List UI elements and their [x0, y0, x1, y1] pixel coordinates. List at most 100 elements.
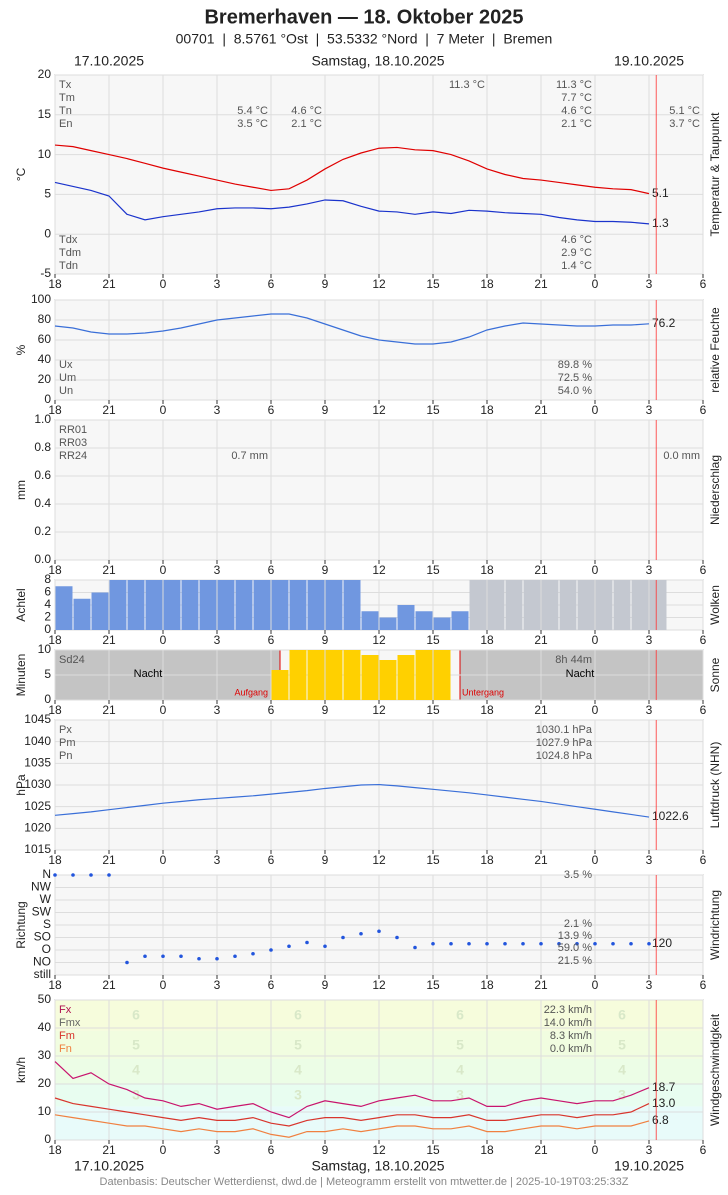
bar	[379, 660, 397, 700]
x-tick-label: 6	[268, 277, 275, 291]
point	[467, 941, 471, 946]
bar	[649, 580, 667, 630]
x-tick-label: 21	[102, 633, 116, 647]
x-tick-label: 3	[646, 1143, 653, 1157]
annotation: 1.4 °C	[561, 260, 592, 272]
beaufort-label: 3	[132, 1087, 140, 1103]
bar	[307, 650, 325, 700]
side-label: Sonne	[708, 657, 722, 692]
x-tick-label: 12	[372, 978, 386, 992]
x-tick-label: 0	[160, 978, 167, 992]
y-tick-label: 1020	[24, 821, 51, 835]
point	[395, 935, 399, 940]
x-tick-label: 0	[592, 403, 599, 417]
data-line	[54, 144, 650, 195]
date-left: 17.10.2025	[74, 53, 144, 69]
bar	[163, 580, 181, 630]
y-axis-label: km/h	[14, 1057, 28, 1083]
data-line	[54, 313, 650, 345]
y-tick-label: O	[42, 942, 51, 956]
bar	[91, 592, 109, 630]
data-line	[54, 1114, 650, 1138]
x-tick-label: 21	[102, 403, 116, 417]
x-tick-label: 0	[592, 277, 599, 291]
beaufort-label: 5	[132, 1037, 140, 1053]
y-tick-label: 10	[38, 1104, 52, 1118]
y-tick-label: 0	[44, 1132, 51, 1146]
y-tick-label: -5	[40, 266, 51, 280]
annotation: 13.9 %	[558, 930, 592, 942]
annotation: 3.7 °C	[669, 118, 700, 130]
annotation: 8.3 km/h	[550, 1030, 592, 1042]
y-tick-label: 0	[44, 622, 51, 636]
bar	[397, 655, 415, 700]
point	[287, 944, 291, 949]
x-tick-label: 3	[646, 277, 653, 291]
annotation: Fx	[59, 1004, 72, 1016]
y-axis-label: hPa	[14, 774, 28, 796]
end-label: 13.0	[652, 1096, 676, 1110]
beaufort-label: 6	[456, 1007, 464, 1023]
subtitle: 00701 | 8.5761 °Ost | 53.5332 °Nord | 7 …	[176, 31, 553, 47]
bar	[253, 580, 271, 630]
annotation: Un	[59, 385, 73, 397]
point	[233, 954, 237, 959]
bar	[541, 580, 559, 630]
x-tick-label: 18	[480, 1143, 494, 1157]
bar	[235, 580, 253, 630]
x-tick-label: 6	[700, 563, 707, 577]
annotation: Ux	[59, 359, 73, 371]
x-tick-label: 3	[214, 403, 221, 417]
annotation: 1030.1 hPa	[536, 724, 593, 736]
bar	[397, 605, 415, 630]
x-tick-label: 6	[268, 703, 275, 717]
x-tick-label: 0	[592, 1143, 599, 1157]
x-tick-label: 0	[592, 978, 599, 992]
annotation: 59.0 %	[558, 942, 592, 954]
y-tick-label: 1040	[24, 734, 51, 748]
x-tick-label: 6	[268, 1143, 275, 1157]
bar	[415, 650, 433, 700]
point	[575, 941, 579, 946]
date-right: 19.10.2025	[614, 1158, 684, 1174]
bar	[325, 580, 343, 630]
data-line	[54, 1097, 650, 1127]
y-tick-label: N	[42, 867, 51, 881]
x-tick-label: 6	[268, 978, 275, 992]
annotation: RR01	[59, 424, 87, 436]
side-label: Windgeschwindigkeit	[708, 1013, 722, 1126]
annotation: 7.7 °C	[561, 92, 592, 104]
bar	[433, 617, 451, 630]
annotation: 5.1 °C	[669, 105, 700, 117]
annotation: Um	[59, 372, 76, 384]
beaufort-label: 3	[456, 1087, 464, 1103]
x-tick-label: 15	[426, 978, 440, 992]
bar	[109, 580, 127, 630]
y-tick-label: 1045	[24, 712, 51, 726]
beaufort-label: 6	[294, 1007, 302, 1023]
annotation: 89.8 %	[558, 359, 592, 371]
x-tick-label: 15	[426, 703, 440, 717]
y-tick-label: 60	[38, 332, 52, 346]
annotation: RR03	[59, 437, 87, 449]
y-tick-label: 0.6	[34, 468, 51, 482]
side-label: relative Feuchte	[708, 307, 722, 393]
x-tick-label: 18	[480, 277, 494, 291]
x-tick-label: 21	[102, 978, 116, 992]
x-tick-label: 18	[48, 277, 62, 291]
y-tick-label: 0	[44, 692, 51, 706]
x-tick-label: 9	[322, 403, 329, 417]
x-tick-label: 12	[372, 853, 386, 867]
y-tick-label: 10	[38, 147, 52, 161]
y-tick-label: 15	[38, 107, 52, 121]
point	[269, 948, 273, 952]
annotation: Fm	[59, 1030, 75, 1042]
end-label: 1022.6	[652, 809, 689, 823]
beaufort-label: 4	[132, 1062, 140, 1078]
beaufort-label: 3	[294, 1087, 302, 1103]
x-tick-label: 18	[480, 563, 494, 577]
x-tick-label: 18	[480, 978, 494, 992]
y-tick-label: 40	[38, 1020, 52, 1034]
point	[503, 941, 507, 946]
